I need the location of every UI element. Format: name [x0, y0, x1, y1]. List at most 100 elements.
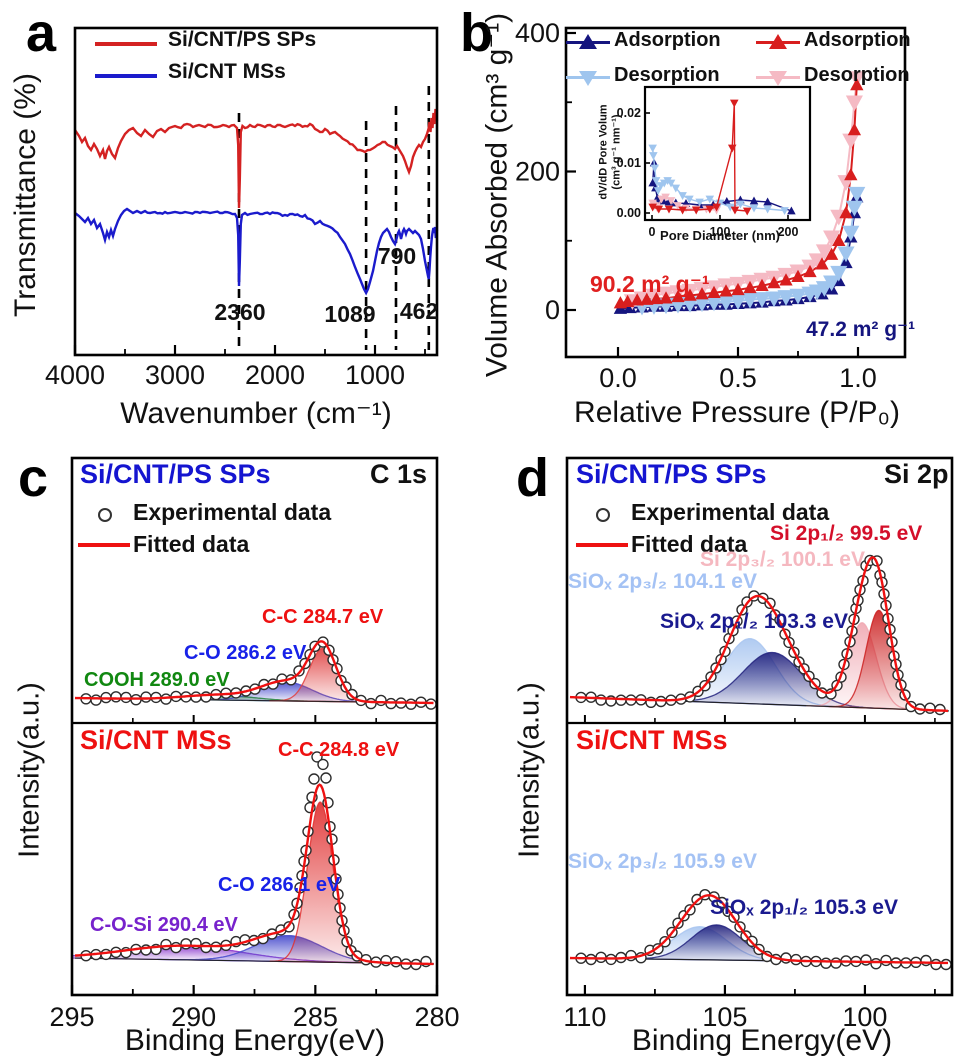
experimental-data-point	[860, 954, 872, 966]
triangle-marker	[731, 282, 745, 296]
tick-label: 200	[778, 225, 799, 239]
panel-letter-c: c	[18, 448, 49, 508]
triangle-marker	[664, 205, 674, 214]
triangle-marker	[848, 186, 866, 203]
si2p-y-axis-label: Intensity(a.u.)	[513, 682, 546, 858]
triangle-marker	[844, 167, 858, 181]
triangle-marker	[842, 225, 860, 242]
triangle-marker	[719, 284, 733, 297]
triangle-marker	[707, 285, 721, 298]
triangle-marker	[803, 264, 817, 278]
experimental-data-marker-icon	[596, 508, 610, 522]
triangle-marker	[649, 291, 664, 305]
tick-label: 400	[515, 18, 560, 48]
triangle-marker	[649, 152, 658, 160]
legend-marker-adsorption-navy	[566, 33, 610, 52]
triangle-marker	[777, 290, 795, 306]
si2p-peak-label-siox32-bottom: SiOₓ 2p₃/₂ 105.9 eV	[568, 850, 757, 873]
ftir-x-axis-label: Wavenumber (cm⁻¹)	[120, 397, 392, 430]
triangle-marker	[685, 195, 694, 204]
si2p-legend-experimental: Experimental data	[631, 499, 830, 525]
triangle-marker	[666, 179, 676, 188]
panel-letter-b: b	[460, 3, 493, 63]
tick-label: 0.0	[599, 363, 637, 393]
tick-label: 295	[49, 1002, 94, 1032]
fitted-data-line-icon	[576, 543, 628, 547]
triangle-marker	[678, 206, 687, 215]
isotherm-x-axis-label: Relative Pressure (P/P₀)	[574, 396, 900, 429]
ftir-peak-label-2360: 2360	[214, 299, 266, 325]
tick-label: 200	[515, 157, 560, 187]
fitted-curve	[569, 894, 948, 965]
triangle-marker	[763, 205, 772, 214]
triangle-marker	[845, 200, 863, 217]
experimental-data-point	[320, 772, 332, 784]
triangle-marker	[730, 99, 739, 108]
triangle-marker	[815, 244, 833, 261]
c1s-peak-label-cooh: COOH 289.0 eV	[84, 669, 230, 691]
triangle-marker	[725, 203, 735, 212]
tick-label: 0.02	[617, 106, 641, 120]
legend-marker-adsorption-red	[756, 33, 800, 52]
triangle-marker	[832, 233, 846, 246]
c1s-top-title: Si/CNT/PS SPs	[80, 459, 271, 489]
triangle-marker	[705, 195, 715, 204]
c1s-spectrum-label: C 1s	[370, 459, 428, 489]
triangle-marker	[640, 292, 654, 305]
panel-letter-a: a	[26, 3, 57, 63]
plot-box	[564, 26, 907, 359]
inset-box	[643, 85, 812, 222]
legend-label-desorption-pink: Desorption	[804, 64, 910, 86]
triangle-marker	[722, 197, 732, 205]
tick-label: 285	[293, 1002, 338, 1032]
triangle-marker	[730, 206, 740, 215]
experimental-data-point	[190, 691, 202, 703]
ftir-curve	[74, 108, 439, 209]
tick-label: 290	[171, 1002, 216, 1032]
triangle-marker	[791, 269, 805, 283]
triangle-marker	[815, 257, 829, 270]
fitted-curve	[569, 556, 949, 713]
triangle-marker	[695, 287, 709, 300]
xps-c1s-plot: 295 290 285 280	[49, 456, 460, 1032]
c1s-peak-label-cc-top: C-C 284.7 eV	[262, 606, 384, 628]
triangle-marker	[763, 197, 772, 206]
triangle-marker	[671, 289, 685, 303]
plot-box	[73, 26, 439, 357]
experimental-data-point	[317, 758, 329, 771]
triangle-marker	[653, 187, 663, 195]
fitted-data-line-icon	[78, 543, 130, 547]
triangle-marker	[666, 197, 676, 205]
experimental-data-point	[160, 938, 172, 951]
experimental-data-point	[870, 958, 882, 970]
triangle-marker	[779, 273, 793, 286]
triangle-marker	[661, 193, 670, 202]
experimental-data-point	[930, 958, 942, 971]
experimental-data-point	[375, 694, 387, 707]
triangle-marker	[693, 296, 711, 313]
tick-label: 1000	[345, 360, 405, 390]
triangle-marker	[673, 202, 683, 210]
experimental-data-point	[830, 957, 842, 969]
experimental-data-point	[820, 957, 832, 969]
tick-label: 2000	[245, 360, 305, 390]
triangle-marker	[823, 230, 841, 247]
si2p-peak-label-si2p32: Si 2p₃/₂ 100.1 eV	[700, 548, 865, 571]
triangle-marker	[765, 291, 783, 308]
c1s-peak-label-co-bottom: C-O 286.1 eV	[218, 874, 341, 896]
triangle-marker	[743, 280, 757, 294]
triangle-marker	[755, 278, 769, 292]
experimental-data-point	[390, 956, 402, 968]
experimental-data-point	[920, 954, 932, 967]
experimental-data-point	[200, 941, 212, 954]
ftir-legend-line-blue	[95, 74, 157, 78]
legend-label-adsorption-navy: Adsorption	[614, 29, 721, 51]
c1s-x-axis-label: Binding Energy(eV)	[124, 1024, 386, 1057]
triangle-marker	[837, 246, 855, 263]
triangle-marker	[842, 133, 860, 150]
experimental-data-point	[110, 691, 122, 703]
c1s-bottom-title: Si/CNT MSs	[80, 725, 232, 755]
triangle-marker	[717, 294, 735, 311]
triangle-marker	[801, 286, 819, 303]
experimental-data-point	[140, 691, 152, 703]
